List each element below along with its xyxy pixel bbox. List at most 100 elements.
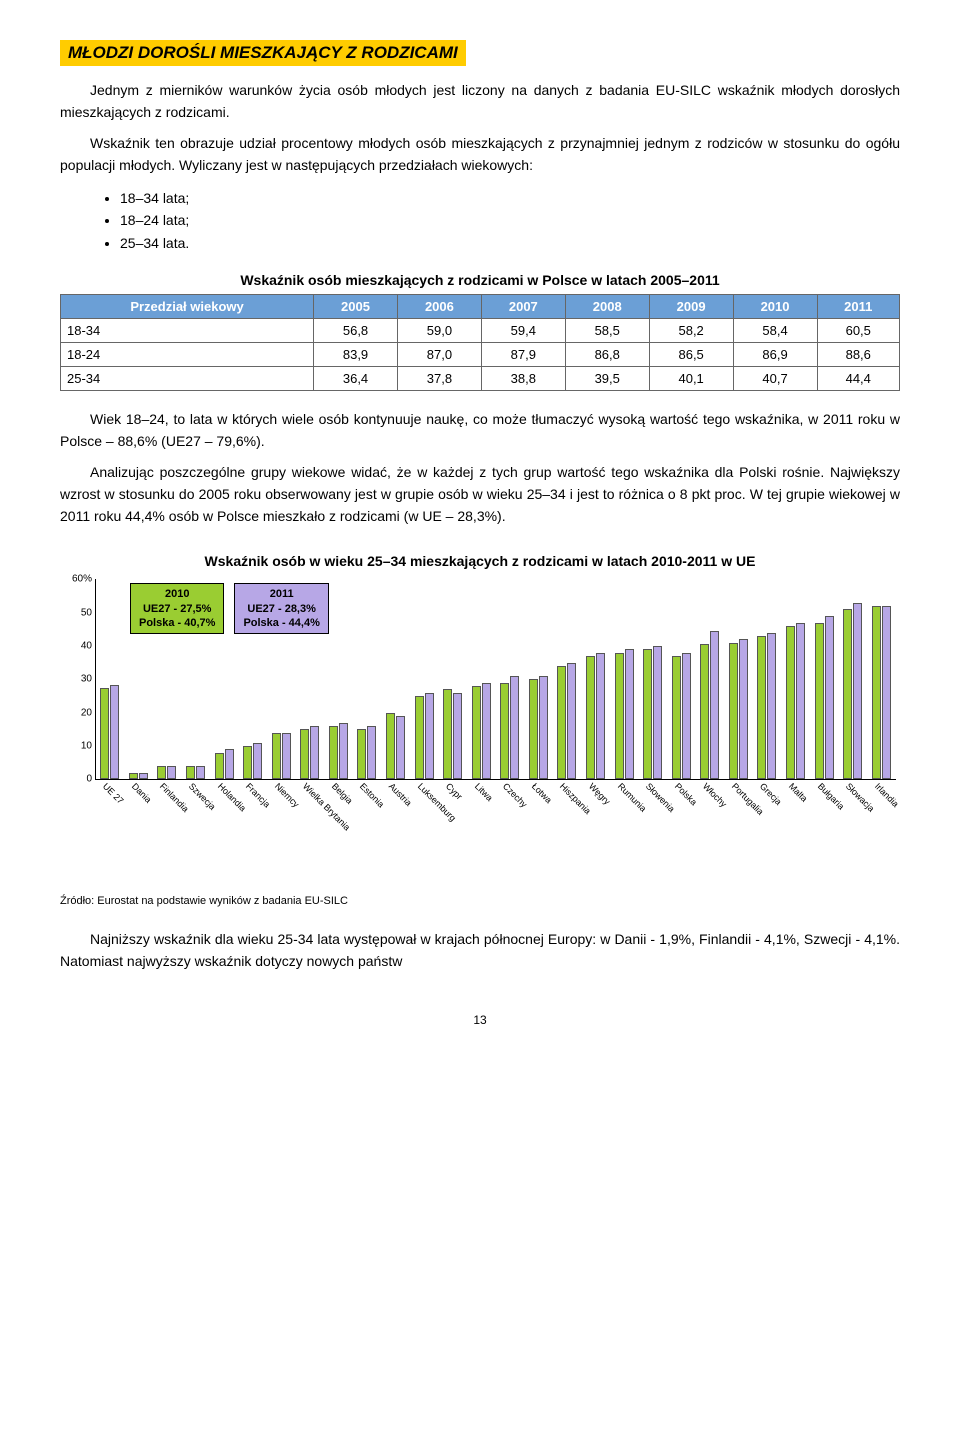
y-tick: 50 — [68, 607, 92, 618]
x-label: Dania — [130, 781, 154, 805]
bar-2010 — [415, 696, 424, 779]
table-header: 2009 — [649, 294, 733, 318]
table-cell: 87,0 — [397, 342, 481, 366]
para-4: Analizując poszczególne grupy wiekowe wi… — [60, 462, 900, 527]
bar-2010 — [843, 609, 852, 779]
table-cell: 86,5 — [649, 342, 733, 366]
bar-2011 — [596, 653, 605, 780]
bar-2011 — [539, 676, 548, 779]
x-label: Słowenia — [644, 781, 677, 814]
bar-2011 — [710, 631, 719, 779]
bar-2011 — [367, 726, 376, 779]
bar-2011 — [396, 716, 405, 779]
para-1: Jednym z mierników warunków życia osób m… — [60, 80, 900, 123]
y-tick: 60% — [68, 574, 92, 585]
bar-2011 — [625, 649, 634, 779]
x-label: Cypr — [444, 781, 465, 802]
chart-title: Wskaźnik osób w wieku 25–34 mieszkającyc… — [60, 553, 900, 569]
x-label: Malta — [787, 781, 810, 804]
bar-2011 — [510, 676, 519, 779]
table-cell: 60,5 — [817, 318, 900, 342]
bar-2010 — [815, 623, 824, 780]
table-title: Wskaźnik osób mieszkających z rodzicami … — [60, 272, 900, 288]
table-cell: 58,5 — [565, 318, 649, 342]
plot-area: 0102030405060%UE 27DaniaFinlandiaSzwecja… — [95, 579, 896, 780]
table-cell: 86,8 — [565, 342, 649, 366]
x-label: Niemcy — [273, 781, 301, 809]
bar-2011 — [339, 723, 348, 780]
bar-2010 — [272, 733, 281, 780]
x-label: Łotwa — [530, 781, 554, 805]
x-label: UE 27 — [101, 781, 126, 806]
y-tick: 30 — [68, 674, 92, 685]
table-cell: 38,8 — [481, 366, 565, 390]
table-row: 18-2483,987,087,986,886,586,988,6 — [61, 342, 900, 366]
x-label: Holandia — [215, 781, 247, 813]
y-tick: 0 — [68, 774, 92, 785]
bar-2011 — [110, 685, 119, 779]
bar-chart: 2010 UE27 - 27,5% Polska - 40,7% 2011 UE… — [60, 579, 900, 839]
bar-2011 — [882, 606, 891, 779]
bar-2010 — [243, 746, 252, 779]
x-label: Szwecja — [187, 781, 218, 812]
table-header: 2011 — [817, 294, 900, 318]
table-cell: 59,4 — [481, 318, 565, 342]
bar-2011 — [739, 639, 748, 779]
table-cell: 58,4 — [733, 318, 817, 342]
x-label: Irlandia — [873, 781, 901, 809]
table-cell: 36,4 — [314, 366, 398, 390]
bar-2010 — [586, 656, 595, 779]
bar-2010 — [643, 649, 652, 779]
source-note: Źródło: Eurostat na podstawie wyników z … — [60, 895, 900, 907]
para-2: Wskaźnik ten obrazuje udział procentowy … — [60, 133, 900, 176]
table-cell: 18-34 — [61, 318, 314, 342]
bar-2010 — [615, 653, 624, 780]
x-label: Czechy — [501, 781, 529, 809]
table-row: 25-3436,437,838,839,540,140,744,4 — [61, 366, 900, 390]
x-label: Litwa — [473, 781, 495, 803]
bar-2011 — [796, 623, 805, 780]
bar-2010 — [357, 729, 366, 779]
bar-2011 — [567, 663, 576, 780]
x-label: Austria — [387, 781, 414, 808]
bar-2011 — [453, 693, 462, 780]
table-cell: 58,2 — [649, 318, 733, 342]
para-5: Najniższy wskaźnik dla wieku 25-34 lata … — [60, 929, 900, 972]
table-header: 2010 — [733, 294, 817, 318]
data-table: Przedział wiekowy20052006200720082009201… — [60, 294, 900, 391]
table-cell: 44,4 — [817, 366, 900, 390]
x-label: Grecja — [758, 781, 784, 807]
bar-2010 — [329, 726, 338, 779]
bar-2010 — [300, 729, 309, 779]
x-label: Belgia — [330, 781, 355, 806]
x-label: Słowacja — [844, 781, 877, 814]
table-cell: 88,6 — [817, 342, 900, 366]
table-header: 2008 — [565, 294, 649, 318]
bar-2011 — [825, 616, 834, 779]
section-heading: MŁODZI DOROŚLI MIESZKAJĄCY Z RODZICAMI — [60, 40, 466, 66]
bar-2011 — [682, 653, 691, 780]
bar-2011 — [853, 603, 862, 780]
bar-2011 — [482, 683, 491, 780]
x-label: Estonia — [358, 781, 386, 809]
table-header: 2005 — [314, 294, 398, 318]
bullet-list: 18–34 lata; 18–24 lata; 25–34 lata. — [120, 187, 900, 254]
bar-2010 — [529, 679, 538, 779]
table-cell: 39,5 — [565, 366, 649, 390]
x-label: Rumunia — [615, 781, 648, 814]
bar-2011 — [139, 773, 148, 779]
bar-2010 — [729, 643, 738, 780]
table-header: 2007 — [481, 294, 565, 318]
bar-2010 — [872, 606, 881, 779]
table-cell: 40,1 — [649, 366, 733, 390]
bar-2010 — [472, 686, 481, 779]
table-header: Przedział wiekowy — [61, 294, 314, 318]
bar-2010 — [500, 683, 509, 780]
x-label: Polska — [673, 781, 699, 807]
x-label: Finlandia — [158, 781, 191, 814]
list-item: 18–24 lata; — [120, 209, 900, 231]
x-label: Włochy — [701, 781, 729, 809]
table-header: 2006 — [397, 294, 481, 318]
bar-2011 — [167, 766, 176, 780]
para-3: Wiek 18–24, to lata w których wiele osób… — [60, 409, 900, 452]
